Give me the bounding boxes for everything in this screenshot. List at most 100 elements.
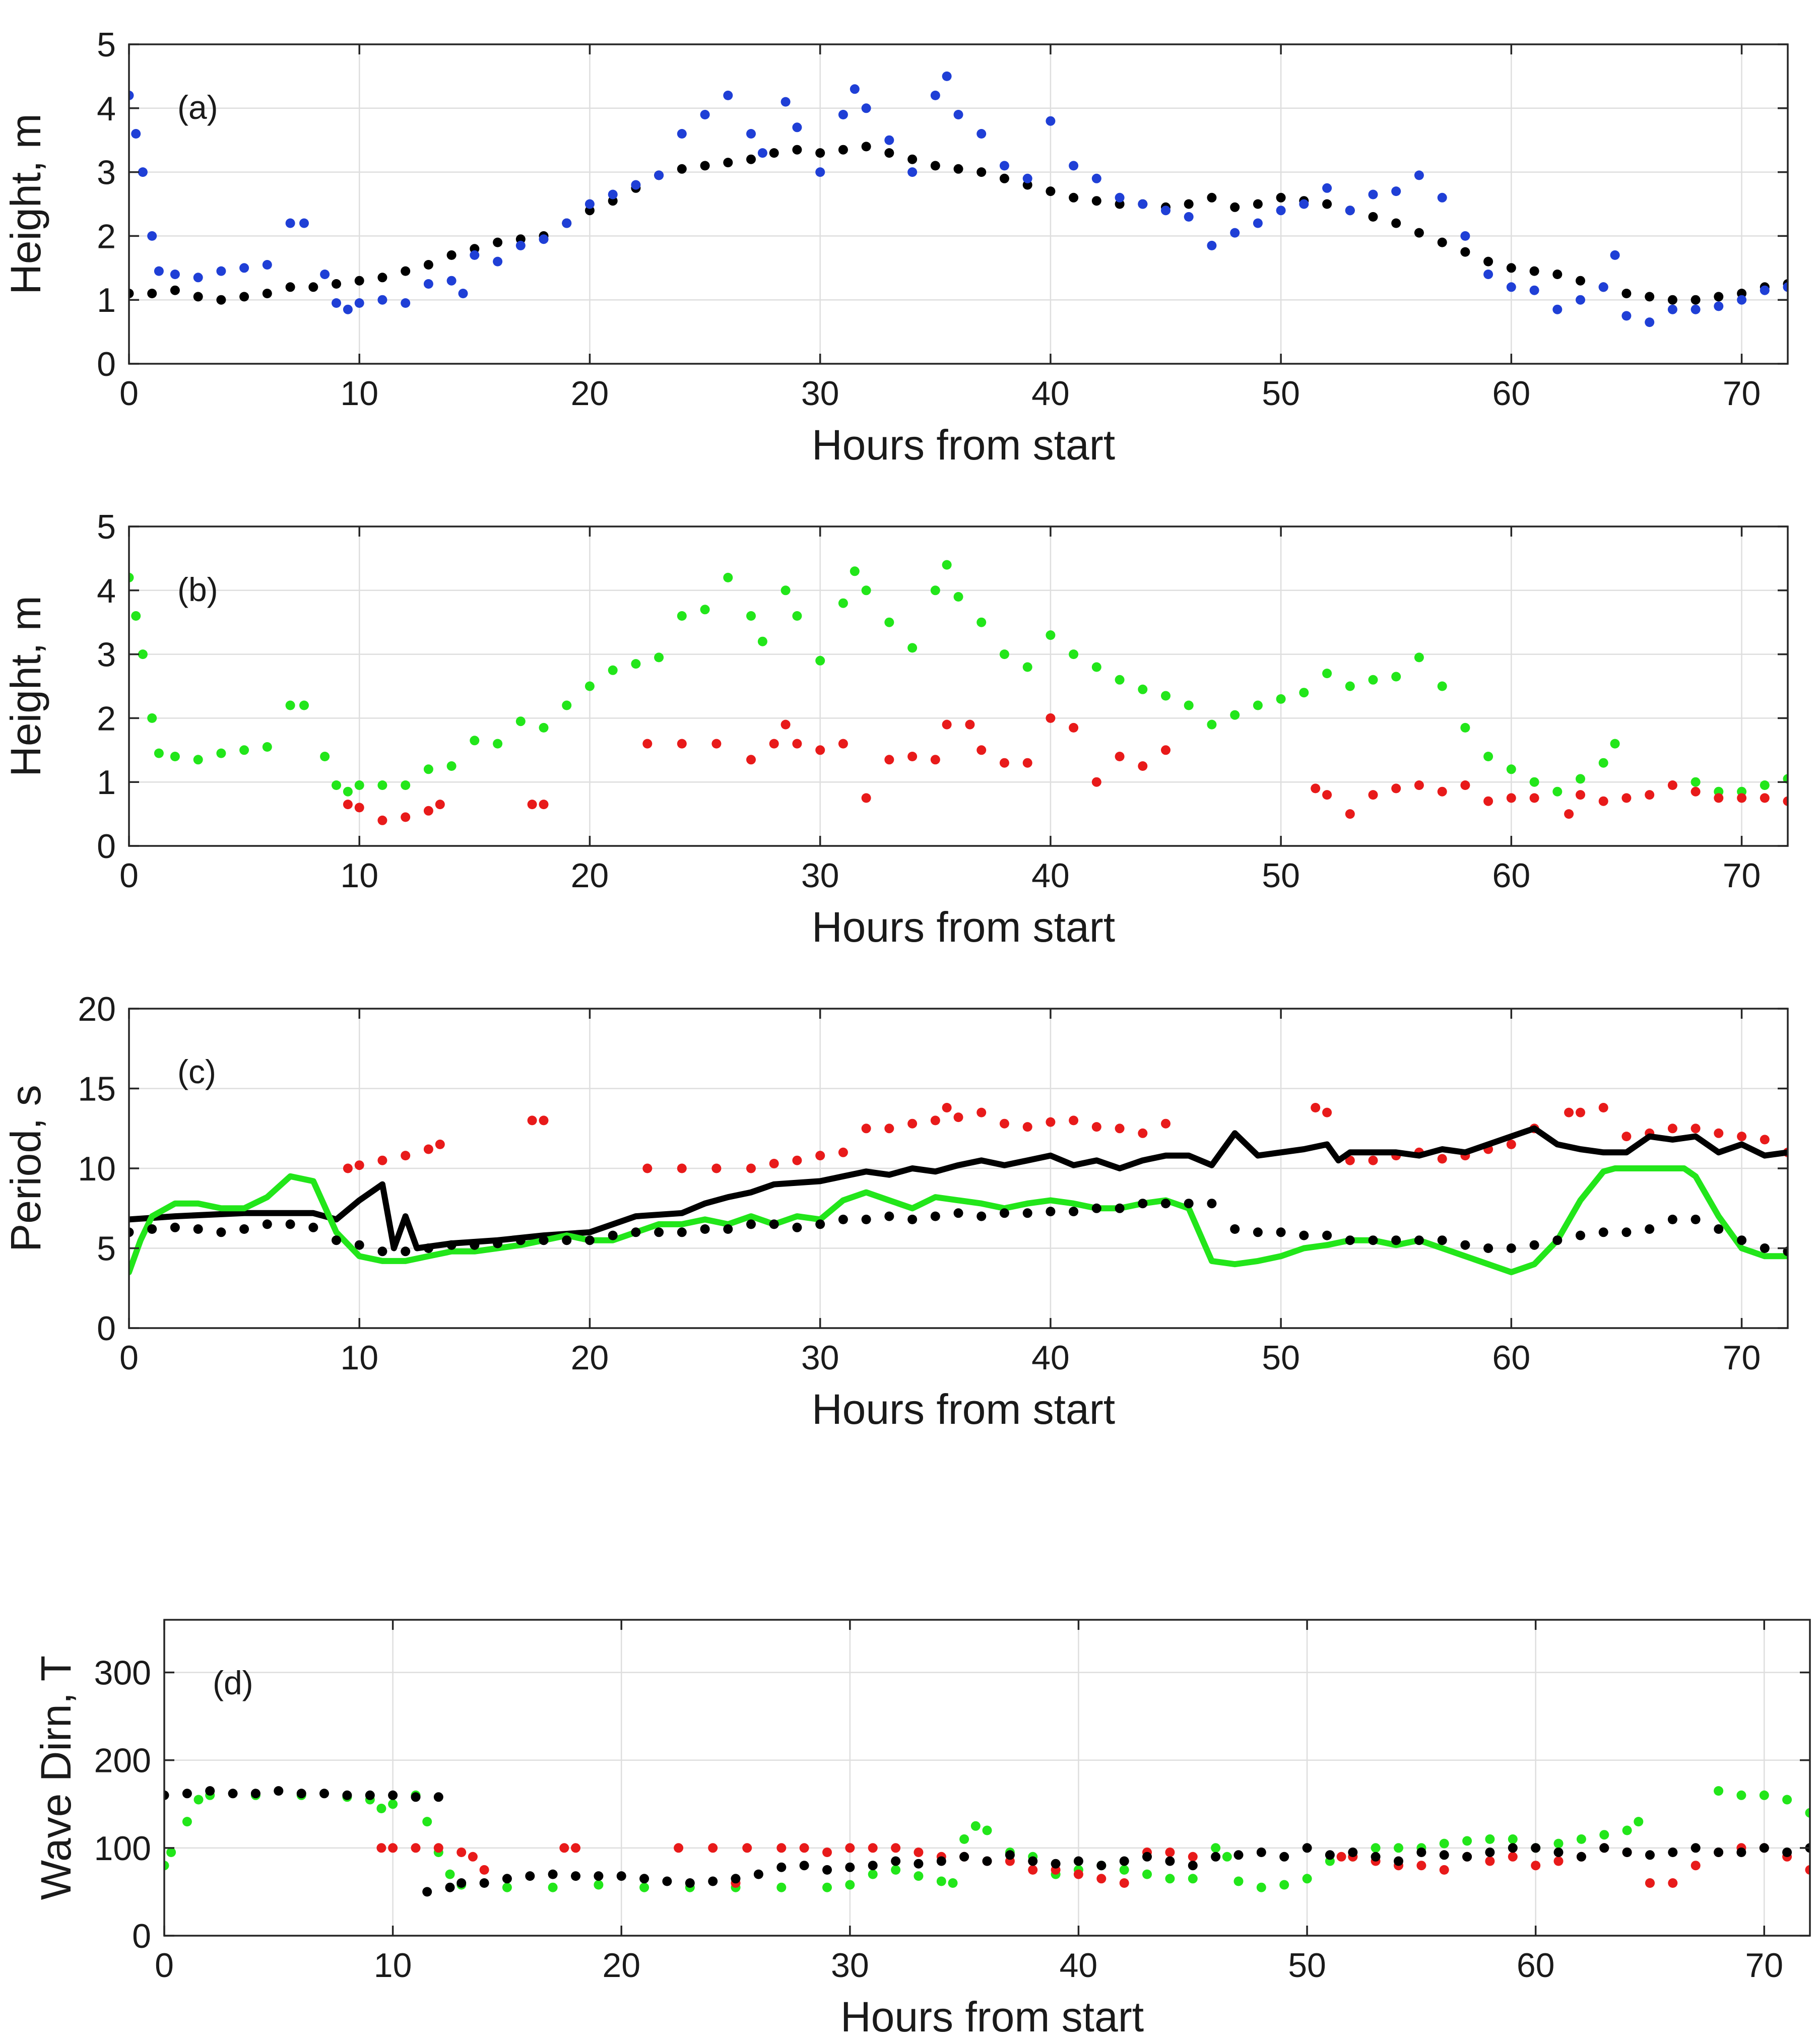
- data-point: [1598, 282, 1608, 292]
- data-point: [1096, 1874, 1107, 1884]
- data-point: [1161, 745, 1171, 755]
- data-point: [1621, 289, 1632, 298]
- data-point: [631, 659, 641, 669]
- data-point: [1022, 173, 1032, 183]
- data-point: [239, 292, 249, 302]
- data-point: [1439, 1865, 1449, 1875]
- y-tick-label: 0: [97, 345, 116, 383]
- data-point: [1414, 228, 1424, 238]
- data-point: [884, 617, 894, 627]
- data-point: [445, 1869, 455, 1879]
- data-point: [1253, 700, 1263, 710]
- data-point: [1256, 1848, 1266, 1857]
- data-point: [977, 129, 987, 139]
- data-point: [1437, 786, 1447, 797]
- data-point: [1184, 700, 1194, 710]
- plot-area: [129, 560, 1788, 825]
- data-point: [446, 1240, 457, 1250]
- data-point: [700, 110, 710, 119]
- data-point: [1391, 186, 1401, 196]
- data-point: [948, 1878, 958, 1888]
- data-point: [1782, 1795, 1792, 1805]
- data-point: [1394, 1843, 1403, 1853]
- data-point: [433, 1843, 443, 1853]
- data-point: [1414, 652, 1424, 663]
- data-point: [1336, 1852, 1346, 1862]
- data-point: [170, 270, 180, 279]
- data-point: [1188, 1874, 1198, 1884]
- data-point: [1230, 710, 1240, 720]
- x-tick-label: 20: [571, 1339, 609, 1377]
- data-point: [1760, 285, 1770, 295]
- data-point: [354, 298, 364, 308]
- data-point: [861, 142, 871, 152]
- data-point: [1759, 1843, 1769, 1853]
- data-point: [907, 167, 918, 177]
- data-point: [1138, 761, 1148, 771]
- x-tick-label: 0: [119, 1339, 139, 1377]
- data-point: [1691, 1214, 1701, 1224]
- x-tick-label: 0: [119, 857, 139, 895]
- data-point: [435, 800, 445, 810]
- data-point: [166, 1848, 176, 1857]
- data-point: [493, 256, 503, 267]
- data-point: [1760, 793, 1770, 803]
- data-point: [1322, 1107, 1332, 1117]
- data-point: [332, 279, 341, 289]
- data-point: [1760, 780, 1770, 790]
- data-point: [164, 1790, 169, 1800]
- data-point: [216, 1227, 226, 1237]
- data-point: [1091, 196, 1101, 206]
- data-point: [677, 739, 687, 749]
- data-point: [1576, 1852, 1586, 1862]
- data-point: [884, 755, 894, 765]
- data-point: [1439, 1850, 1449, 1860]
- data-point: [548, 1869, 558, 1879]
- data-point: [822, 1848, 832, 1857]
- data-point: [1371, 1843, 1381, 1853]
- data-point: [539, 234, 549, 244]
- data-point: [1322, 199, 1332, 209]
- data-point: [1119, 1856, 1129, 1866]
- series-1: [376, 1843, 1810, 1888]
- data-point: [1138, 199, 1148, 209]
- data-point: [354, 276, 364, 286]
- data-point: [1115, 752, 1125, 761]
- data-point: [1737, 1235, 1747, 1245]
- data-point: [1368, 790, 1378, 800]
- y-axis-label: Height, m: [2, 113, 49, 294]
- data-point: [970, 1821, 981, 1831]
- x-tick-label: 20: [571, 374, 609, 413]
- data-point: [1322, 790, 1332, 800]
- data-point: [1529, 1240, 1539, 1250]
- y-tick-label: 0: [132, 1917, 151, 1955]
- data-point: [1437, 237, 1447, 247]
- data-point: [423, 1144, 433, 1154]
- data-point: [1345, 681, 1355, 691]
- data-point: [861, 1124, 871, 1134]
- data-point: [845, 1843, 855, 1853]
- data-point: [815, 655, 825, 666]
- data-point: [1506, 1243, 1516, 1253]
- axes-frame: [163, 1619, 1811, 1937]
- data-point: [1046, 1207, 1056, 1217]
- data-point: [1576, 276, 1585, 286]
- y-tick-label: 0: [97, 827, 116, 866]
- data-point: [401, 1151, 411, 1161]
- data-point: [479, 1865, 489, 1875]
- data-point: [446, 761, 457, 771]
- data-point: [838, 110, 848, 119]
- data-point: [388, 1790, 398, 1800]
- data-point: [953, 1112, 963, 1123]
- data-point: [792, 145, 802, 155]
- data-point: [708, 1876, 718, 1886]
- data-point: [182, 1789, 192, 1799]
- data-point: [1207, 192, 1217, 203]
- data-point: [1437, 1235, 1447, 1245]
- data-point: [1645, 790, 1655, 800]
- data-point: [1737, 793, 1747, 803]
- data-point: [262, 260, 272, 270]
- data-point: [914, 1848, 924, 1857]
- data-point: [1276, 206, 1286, 216]
- y-tick-label: 20: [78, 990, 116, 1028]
